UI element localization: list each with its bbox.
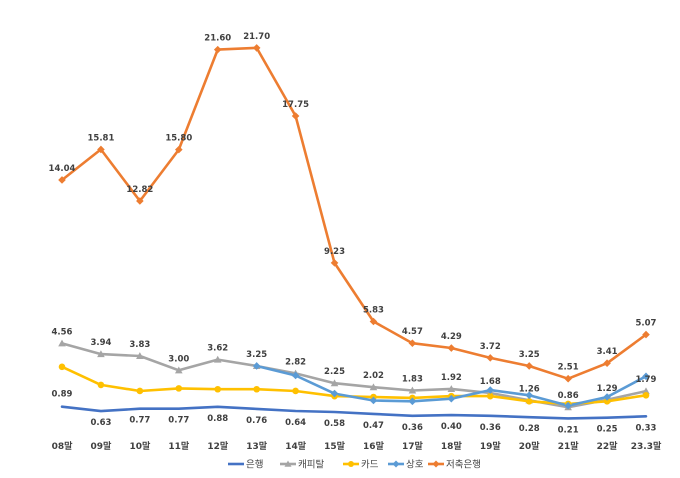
series-4-point	[214, 46, 222, 54]
data-label: 9.23	[324, 247, 345, 257]
legend-marker	[393, 461, 400, 468]
data-label: 0.33	[636, 423, 657, 433]
data-label: 14.04	[49, 164, 76, 174]
series-2-point	[176, 385, 183, 392]
data-label: 4.56	[52, 327, 73, 337]
data-label: 5.07	[636, 319, 657, 329]
x-tick-label: 10말	[129, 440, 151, 452]
series-4-point	[448, 344, 456, 352]
data-label: 1.26	[519, 384, 540, 394]
legend-item: 저축은행	[428, 459, 481, 471]
series-markers	[58, 44, 650, 410]
data-label: 0.77	[168, 416, 189, 426]
data-label: 21.70	[243, 32, 270, 42]
x-axis-ticks: 08말 09말 10말 11말 12말 13말 14말 15말 16말 17말 18말 19말 20말 2…	[52, 440, 662, 452]
x-tick-label: 09말	[91, 440, 113, 452]
data-label: 1.83	[402, 374, 423, 384]
x-tick-label: 14말	[285, 440, 307, 452]
series-2-point	[59, 364, 66, 371]
x-tick-label: 23.3말	[631, 440, 662, 452]
legend-marker	[348, 461, 354, 467]
x-tick-label: 13말	[246, 440, 268, 452]
series-2-point	[292, 388, 299, 395]
legend-label: 상호	[406, 460, 424, 471]
series-4-point	[525, 362, 533, 370]
data-label: 3.41	[597, 347, 618, 357]
data-label: 0.36	[480, 423, 501, 433]
series-2-point	[253, 386, 260, 393]
legend-label: 저축은행	[446, 459, 481, 471]
legend-item: 카드	[343, 460, 379, 471]
series-4-point	[564, 375, 572, 383]
data-label: 3.25	[519, 350, 540, 360]
series-2-point	[643, 392, 650, 399]
data-label: 0.76	[246, 416, 267, 426]
legend-label: 은행	[246, 459, 263, 471]
legend-item: 캐피탈	[280, 459, 324, 471]
x-tick-label: 19말	[480, 440, 502, 452]
data-label: 0.77	[129, 416, 150, 426]
data-label: 3.94	[90, 338, 111, 348]
data-label: 1.92	[441, 373, 462, 383]
legend-item: 상호	[388, 460, 424, 471]
data-label: 21.60	[204, 34, 231, 44]
data-label: 1.29	[597, 384, 618, 394]
x-tick-label: 21말	[558, 440, 580, 452]
data-label: 0.21	[558, 425, 579, 435]
data-label: 2.02	[363, 371, 384, 381]
data-label: 4.57	[402, 327, 423, 337]
data-label: 3.25	[246, 350, 267, 360]
series-4-line	[62, 48, 646, 379]
data-label: 0.25	[597, 425, 618, 435]
data-label: 5.83	[363, 305, 384, 315]
data-label: 0.36	[402, 423, 423, 433]
data-label: 12.82	[126, 185, 153, 195]
x-tick-label: 12말	[207, 440, 229, 452]
legend-label: 캐피탈	[298, 459, 324, 471]
legend: 은행 캐피탈 카드 상호 저축은행	[228, 459, 481, 471]
data-label: 0.40	[441, 422, 462, 432]
x-tick-label: 20말	[519, 440, 541, 452]
data-label: 2.82	[285, 357, 306, 367]
data-label: 3.00	[168, 354, 189, 364]
data-label: 17.75	[282, 100, 309, 110]
x-tick-label: 15말	[324, 440, 346, 452]
x-tick-label: 11말	[168, 440, 190, 452]
legend-marker	[433, 461, 440, 468]
data-label: 15.80	[165, 134, 192, 144]
x-tick-label: 16말	[363, 440, 385, 452]
data-label: 0.28	[519, 424, 540, 434]
data-label: 15.81	[87, 133, 114, 143]
legend-label: 카드	[361, 460, 379, 471]
series-2-point	[98, 382, 105, 389]
data-label: 2.25	[324, 367, 345, 377]
data-labels: 0.89 0.63 0.77 0.77 0.88 0.76 0.64 0.58 0.47 0.36…	[49, 32, 657, 435]
series-4-point	[486, 354, 494, 362]
data-label: 1.79	[636, 375, 657, 385]
data-label: 3.83	[129, 340, 150, 350]
data-label: 0.63	[90, 418, 111, 428]
data-label: 4.29	[441, 332, 462, 342]
data-label: 0.58	[324, 419, 345, 429]
data-label: 0.86	[558, 391, 579, 401]
series-2-point	[214, 386, 221, 393]
data-label: 0.64	[285, 418, 306, 428]
data-label: 3.62	[207, 344, 228, 354]
legend-item: 은행	[228, 459, 263, 471]
data-label: 0.47	[363, 421, 384, 431]
x-tick-label: 08말	[52, 440, 74, 452]
x-tick-label: 18말	[441, 440, 463, 452]
data-label: 0.89	[52, 390, 73, 400]
data-label: 3.72	[480, 342, 501, 352]
x-tick-label: 17말	[402, 440, 424, 452]
data-label: 0.88	[207, 414, 228, 424]
series-2-point	[137, 388, 144, 395]
data-label: 2.51	[558, 363, 579, 373]
data-label: 1.68	[480, 377, 501, 387]
x-tick-label: 22말	[597, 440, 619, 452]
